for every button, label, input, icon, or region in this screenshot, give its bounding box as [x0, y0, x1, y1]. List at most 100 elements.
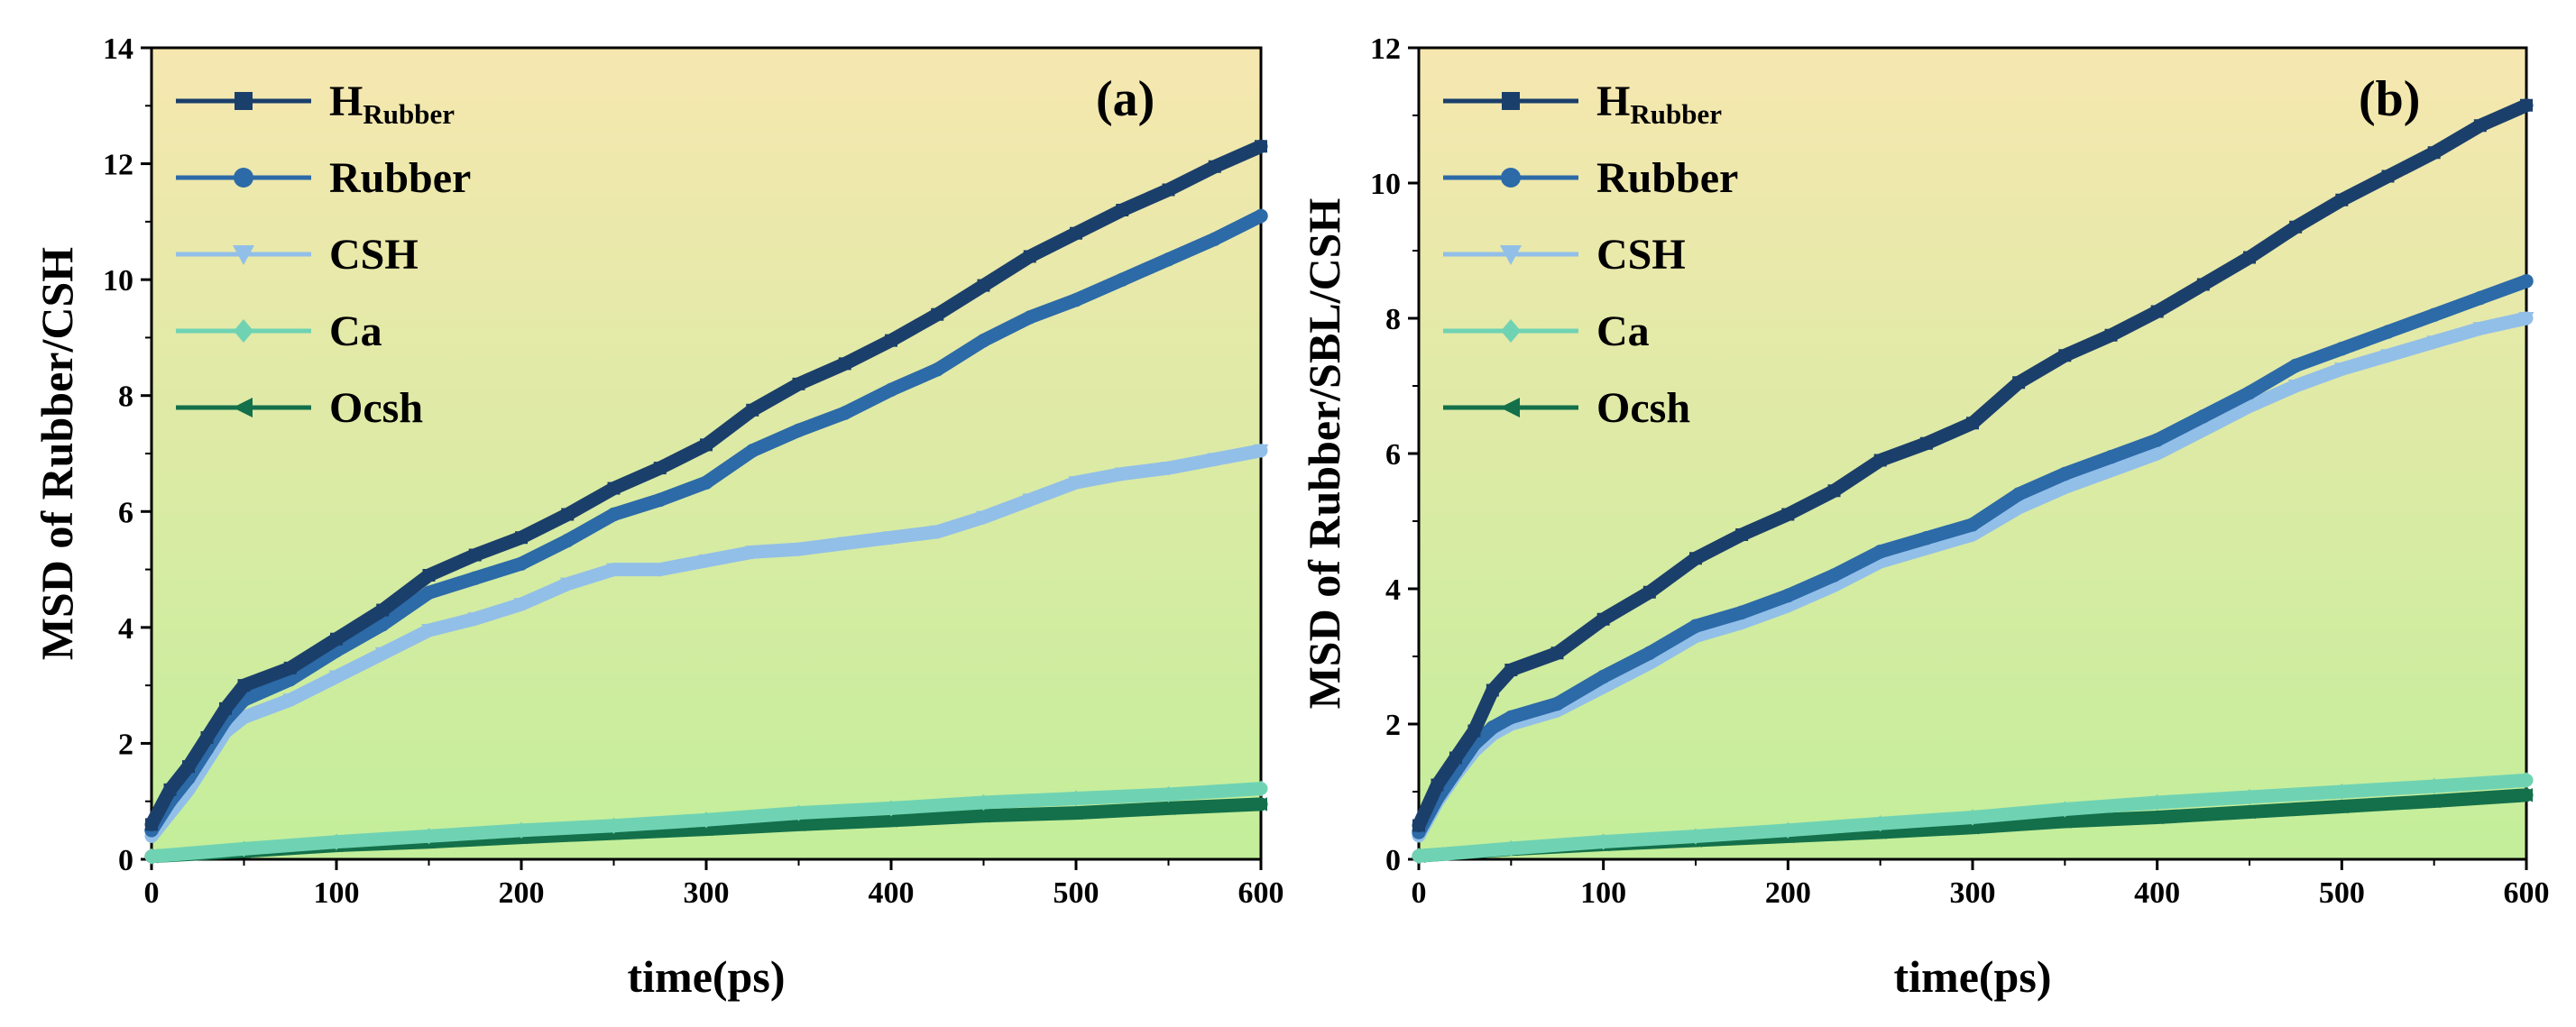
y-tick-label: 0	[118, 844, 133, 877]
data-point-rubber	[1596, 669, 1611, 684]
data-point-csh	[2103, 463, 2119, 479]
data-point-ca	[884, 800, 898, 817]
data-point-ca	[1412, 848, 1426, 865]
data-point-hrubber	[1467, 724, 1481, 738]
y-tick-label: 6	[1385, 438, 1401, 472]
data-point-rubber	[791, 423, 806, 437]
data-point-hrubber	[2520, 98, 2533, 112]
legend-marker	[1500, 245, 1522, 265]
data-point-ca	[2149, 793, 2165, 812]
data-point-rubber	[606, 507, 621, 522]
data-point-hrubber	[1116, 204, 1129, 216]
data-point-csh	[1207, 453, 1223, 467]
data-point-csh	[2518, 312, 2535, 326]
data-point-ca	[1504, 839, 1519, 857]
data-point-csh	[421, 624, 437, 638]
data-point-ca	[144, 848, 159, 865]
data-point-hrubber	[607, 481, 621, 495]
legend-label-csh: CSH	[329, 231, 419, 279]
x-tick-label: 500	[1053, 876, 1099, 910]
data-point-ca	[2057, 801, 2073, 818]
data-point-hrubber	[1919, 436, 1933, 450]
data-point-rubber	[2426, 307, 2442, 322]
data-point-hrubber	[1781, 508, 1795, 521]
y-tick-label: 10	[1370, 168, 1401, 201]
data-point-rubber	[1254, 208, 1268, 224]
legend-label-csh: CSH	[1596, 231, 1686, 279]
data-point-rubber	[514, 556, 529, 571]
data-point-hrubber	[1208, 160, 1221, 173]
data-point-csh	[976, 510, 991, 526]
data-point-rubber	[1550, 696, 1565, 711]
axis-ticks-a: 0 100 200 300 400 500 600 0 2 4 6 8 10 12 14	[103, 32, 1284, 910]
data-point-csh	[328, 670, 345, 684]
data-point-csh	[837, 536, 853, 552]
y-tick-label: 8	[118, 381, 133, 414]
data-point-ca	[2519, 772, 2534, 789]
data-point-csh	[2472, 322, 2489, 336]
data-point-csh	[1068, 476, 1084, 491]
data-point-rubber	[1734, 605, 1749, 619]
data-point-ocsh	[1253, 797, 1267, 812]
data-point-rubber	[838, 406, 852, 420]
x-tick-label: 300	[684, 876, 730, 910]
data-point-ca	[2242, 788, 2257, 806]
data-point-hrubber	[1827, 484, 1841, 498]
data-point-csh	[1114, 467, 1130, 481]
data-point-ca	[976, 793, 991, 812]
legend-label-hrubber: HRubber	[1596, 78, 1722, 130]
data-point-csh	[1253, 444, 1269, 459]
data-point-ocsh	[2056, 814, 2072, 829]
data-point-csh	[2195, 423, 2212, 438]
legend-marker	[1502, 92, 1520, 110]
y-tick-label: 12	[1370, 32, 1401, 66]
data-point-rubber	[1872, 545, 1888, 559]
data-point-rubber	[375, 617, 390, 632]
data-point-hrubber	[700, 438, 713, 452]
data-point-ca	[1596, 833, 1611, 850]
data-point-rubber	[1688, 619, 1703, 633]
series-line-hrubber	[144, 139, 1268, 831]
legend-marker	[234, 319, 253, 343]
data-point-rubber	[560, 533, 575, 548]
x-tick-label: 400	[2134, 876, 2180, 910]
x-axis-label-a: time(ps)	[628, 951, 786, 1002]
data-point-rubber	[1208, 232, 1222, 246]
data-point-hrubber	[1504, 664, 1518, 676]
data-point-rubber	[1642, 646, 1657, 660]
data-point-hrubber	[1449, 751, 1462, 765]
data-point-rubber	[930, 362, 944, 377]
data-point-rubber	[1486, 720, 1500, 735]
data-point-ca	[791, 804, 806, 821]
data-point-ca	[329, 833, 344, 850]
data-point-csh	[467, 612, 483, 627]
x-axis-label-b: time(ps)	[1894, 951, 2052, 1002]
data-point-ca	[1069, 790, 1083, 807]
plot-area-b	[1417, 46, 2528, 861]
series-line-rubber	[1412, 274, 2534, 839]
data-point-hrubber	[792, 377, 805, 390]
data-point-hrubber	[2473, 119, 2487, 133]
data-point-hrubber	[376, 603, 390, 617]
data-point-hrubber	[1735, 528, 1749, 541]
data-point-hrubber	[653, 462, 667, 475]
data-point-hrubber	[1431, 778, 1444, 792]
data-point-hrubber	[2196, 278, 2210, 291]
chart-panel-a: 0 100 200 300 400 500 600 0 2 4 6 8 10 12 14 HRubber Ru…	[32, 32, 1284, 1002]
legend-label-hrubber: HRubber	[329, 78, 455, 130]
x-tick-label: 100	[314, 876, 360, 910]
x-tick-label: 600	[2504, 876, 2550, 910]
data-point-rubber	[2103, 450, 2119, 464]
data-point-hrubber	[468, 548, 482, 562]
data-point-rubber	[1919, 531, 1934, 546]
data-point-hrubber	[2335, 193, 2349, 206]
y-tick-label: 8	[1385, 303, 1401, 336]
axis-ticks-b: 0 100 200 300 400 500 600 0 2 4 6 8 10 12	[1370, 32, 2550, 910]
data-point-csh	[698, 554, 714, 569]
x-tick-label: 400	[869, 876, 915, 910]
data-point-rubber	[2196, 409, 2211, 424]
data-point-hrubber	[1486, 683, 1499, 697]
data-point-csh	[606, 563, 621, 577]
legend-marker	[1501, 168, 1521, 188]
data-point-ocsh	[2333, 799, 2349, 814]
